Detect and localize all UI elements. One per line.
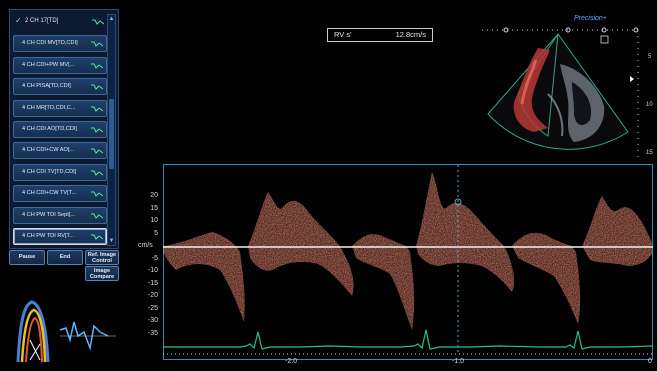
scroll-up-icon[interactable]: ▲ (108, 16, 115, 22)
protocol-item[interactable]: 4 CH MR[TD,CDI,C... (13, 99, 107, 117)
velocity-tick: -5 (151, 254, 158, 262)
protocol-item-label: 4 CH CDI+PW MV[... (22, 61, 75, 68)
scroll-down-icon[interactable]: ▼ (108, 238, 115, 244)
depth-tick: 15 (646, 150, 653, 156)
waveform-icon (91, 41, 103, 48)
velocity-tick: -20 (147, 292, 158, 299)
waveform-icon (91, 84, 103, 91)
protocol-list: ✓ 2 CH 17[TD] 4 CH CDI MV[TD,CDI] 4 CH C… (13, 14, 107, 249)
time-tick: 0 (648, 358, 652, 365)
depth-tick: 10 (646, 102, 653, 108)
protocol-item[interactable]: 4 CH PW TDI Sept[... (13, 206, 107, 224)
scroll-thumb[interactable] (109, 99, 114, 169)
velocity-tick: 5 (154, 229, 158, 237)
depth-tick: 5 (648, 54, 652, 60)
protocol-thumbnail-icon (16, 300, 116, 363)
protocol-item[interactable]: 4 CH CDI TV[TD,CDI] (13, 163, 107, 181)
velocity-tick: 15 (150, 204, 158, 212)
protocol-item-label: 4 CH MR[TD,CDI,C... (22, 104, 76, 111)
time-tick: -1.0 (452, 358, 465, 365)
waveform-icon (91, 191, 103, 197)
echo-sector-image (482, 27, 639, 158)
waveform-icon (91, 148, 103, 155)
velocity-tick: 20 (150, 192, 158, 199)
protocol-item-label: 4 CH CDI AO[TD,CDI] (22, 125, 78, 132)
protocol-item-label: 4 CH CDI+CW AO[... (22, 147, 75, 154)
velocity-tick: -10 (147, 267, 158, 274)
velocity-unit-label: cm/s (138, 242, 153, 249)
waveform-icon (91, 170, 103, 176)
protocol-item-label: 4 CH PISA[TD,CDI] (22, 83, 71, 90)
waveform-icon (91, 63, 103, 69)
brand-label: Precision+ (574, 15, 607, 22)
check-icon: ✓ (15, 16, 22, 25)
protocol-item-label: 4 CH CDI TV[TD,CDI] (22, 168, 77, 175)
image-compare-button[interactable]: Image Compare (85, 266, 119, 281)
waveform-icon (91, 127, 103, 133)
protocol-item-label: 4 CH PW TDI RV[T... (22, 232, 75, 239)
protocol-item[interactable]: 4 CH PISA[TD,CDI] (13, 78, 107, 96)
velocity-tick: 10 (150, 217, 158, 224)
pause-button[interactable]: Pause (9, 250, 45, 265)
waveform-icon (92, 19, 104, 25)
protocol-panel: ✓ 2 CH 17[TD] 4 CH CDI MV[TD,CDI] 4 CH C… (9, 9, 119, 249)
protocol-item[interactable]: ✓ 2 CH 17[TD] (13, 14, 107, 31)
ref-image-control-button[interactable]: Ref. Image Control (85, 250, 119, 265)
protocol-item[interactable]: 4 CH CDI+PW MV[... (13, 56, 107, 74)
protocol-item-selected[interactable]: 4 CH PW TDI RV[T... (13, 227, 107, 245)
waveform-icon (91, 213, 103, 219)
measurement-value: 12.8cm/s (395, 30, 426, 39)
measurement-label: RV s' (334, 30, 352, 39)
waveform-icon (91, 234, 103, 240)
protocol-item-label: 2 CH 17[TD] (25, 18, 59, 24)
measurement-readout: RV s' 12.8cm/s (327, 28, 433, 42)
velocity-tick: -15 (147, 279, 158, 287)
waveform-icon (91, 106, 103, 112)
protocol-item[interactable]: 4 CH CDI AO[TD,CDI] (13, 120, 107, 138)
velocity-tick: -25 (147, 304, 158, 312)
spectral-doppler-display (163, 164, 653, 360)
protocol-item-label: 4 CH PW TDI Sept[... (22, 211, 76, 218)
protocol-item-label: 4 CH CDI+CW TV[T... (22, 190, 77, 197)
time-tick: -2.0 (285, 358, 298, 365)
protocol-item-label: 4 CH CDI MV[TD,CDI] (22, 40, 78, 47)
velocity-tick: -30 (147, 317, 158, 324)
end-button[interactable]: End (47, 250, 83, 265)
velocity-tick: -35 (147, 329, 158, 337)
protocol-scrollbar[interactable]: ▲ ▼ (107, 14, 116, 246)
protocol-item[interactable]: 4 CH CDI+CW AO[... (13, 142, 107, 160)
protocol-item[interactable]: 4 CH CDI MV[TD,CDI] (13, 35, 107, 53)
protocol-item[interactable]: 4 CH CDI+CW TV[T... (13, 185, 107, 203)
